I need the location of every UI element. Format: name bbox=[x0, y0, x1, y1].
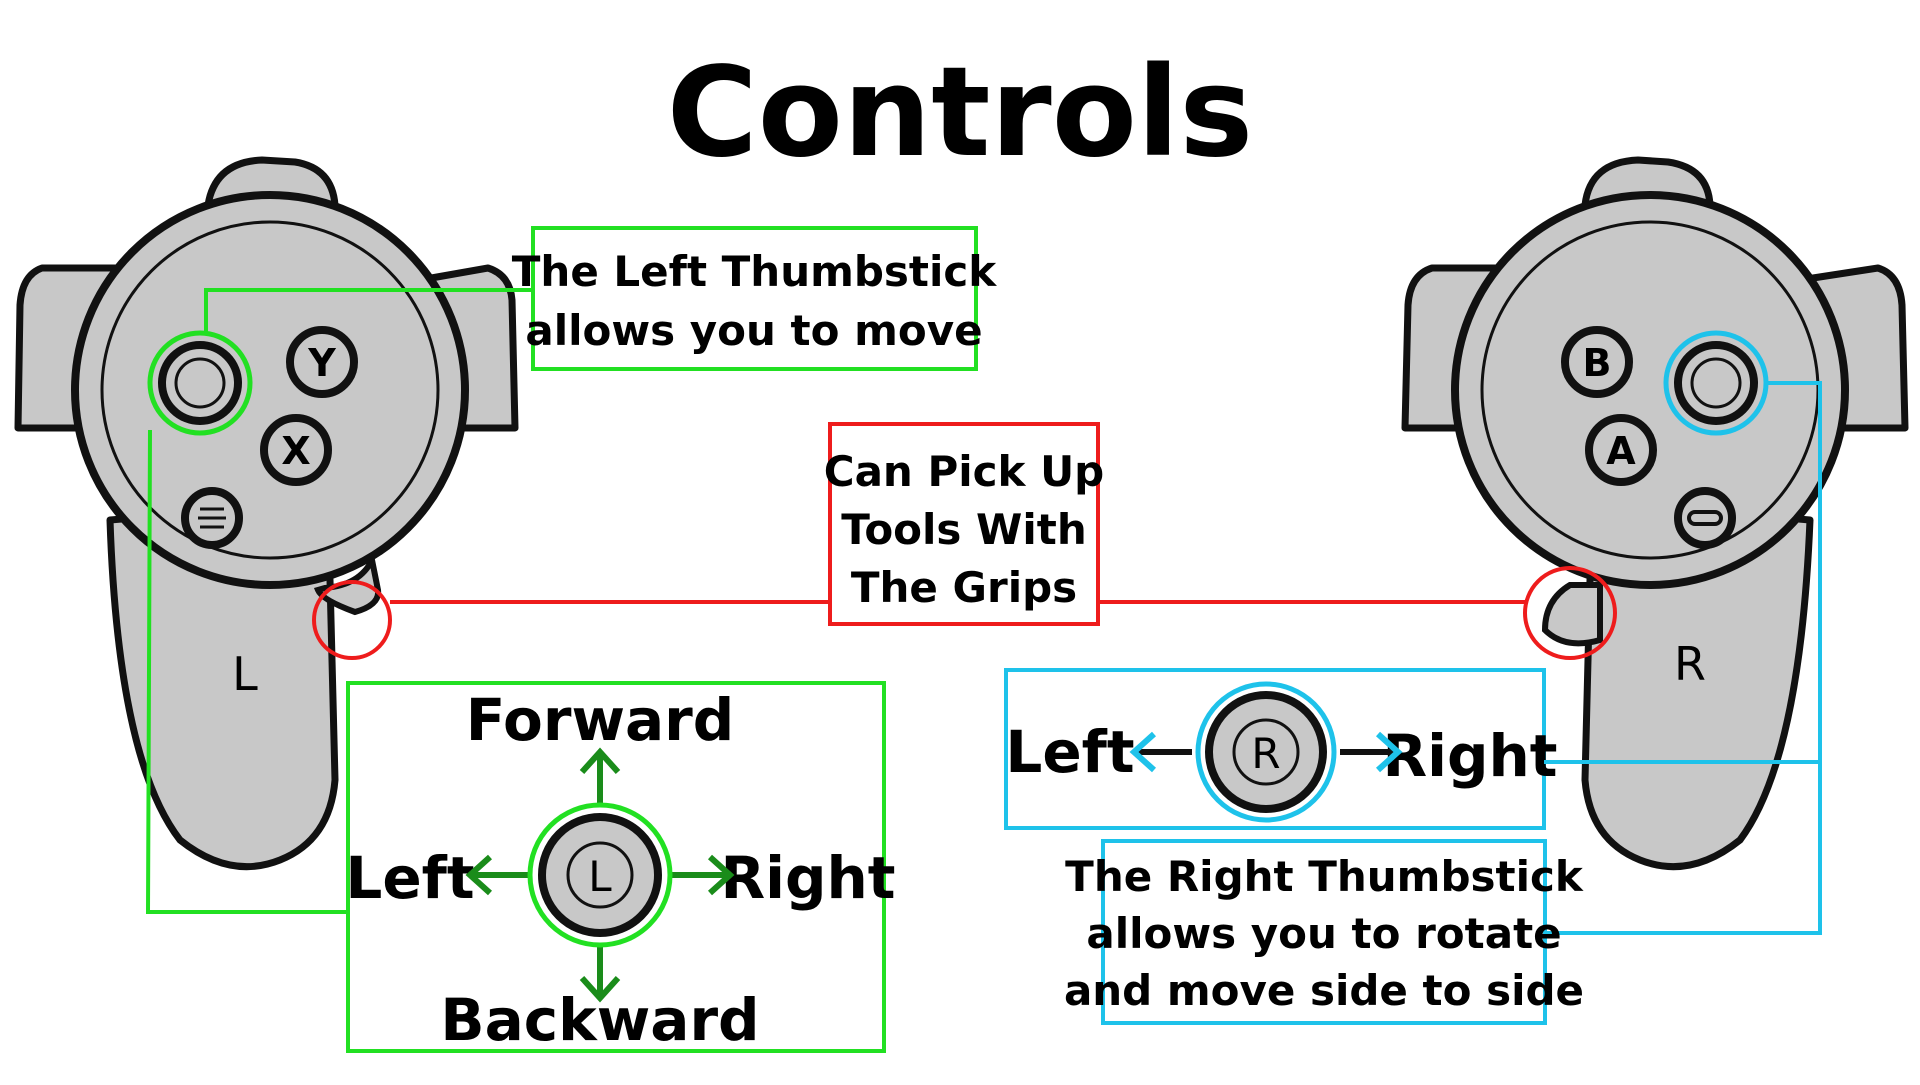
left-stick-diagram-label: L bbox=[588, 852, 612, 901]
x-button[interactable] bbox=[260, 414, 332, 486]
left-thumbstick-callout: The Left Thumbstick allows you to move bbox=[204, 226, 998, 371]
right-controller: R B A bbox=[1401, 156, 1909, 871]
x-button-label: X bbox=[281, 429, 310, 473]
left-grip-highlight bbox=[312, 580, 392, 660]
oculus-icon bbox=[1687, 510, 1723, 526]
forward-arrow-icon bbox=[579, 747, 621, 805]
left-stick-diagram-highlight bbox=[527, 802, 673, 948]
grip-callout-line-3: The Grips bbox=[851, 563, 1077, 612]
left-thumbstick-highlight bbox=[147, 330, 253, 436]
grip-callout-box bbox=[828, 422, 1100, 626]
left-controller-label: L bbox=[232, 647, 258, 701]
page-title: Controls bbox=[667, 41, 1253, 185]
right-thumbstick-callout: The Right Thumbstick allows you to rotat… bbox=[1064, 381, 1822, 1025]
right-stick-diagram-highlight bbox=[1195, 681, 1337, 823]
y-button-label: Y bbox=[307, 341, 336, 385]
right-callout-line-3: and move side to side bbox=[1064, 966, 1584, 1015]
left-directions-panel: Forward Backward Left Right L bbox=[145, 429, 896, 1054]
rotate-right-arrow-icon bbox=[1340, 731, 1403, 773]
grip-callout-line-2: Tools With bbox=[841, 505, 1087, 554]
right-callout-line-2: allows you to rotate bbox=[1086, 909, 1561, 958]
left-arrow-icon bbox=[465, 854, 528, 896]
left-thumbstick-cap bbox=[174, 357, 226, 409]
grip-callout: Can Pick Up Tools With The Grips bbox=[312, 422, 1617, 660]
left-direction-label: Left bbox=[345, 844, 474, 912]
right-stick-diagram-cap bbox=[1232, 718, 1300, 786]
forward-label: Forward bbox=[466, 686, 735, 754]
left-controller: L Y X bbox=[14, 156, 519, 871]
right-directions-panel: Left Right R bbox=[1004, 668, 1558, 830]
left-stick-diagram-cap bbox=[566, 841, 634, 909]
left-callout-connector bbox=[204, 288, 533, 332]
right-callout-connector bbox=[1545, 381, 1822, 935]
right-stick-diagram-label: R bbox=[1251, 729, 1280, 778]
menu-icon bbox=[198, 507, 226, 529]
b-button-label: B bbox=[1583, 341, 1612, 385]
right-arrow-icon bbox=[672, 854, 735, 896]
right-thumbstick[interactable] bbox=[1674, 341, 1758, 425]
a-button[interactable] bbox=[1585, 414, 1657, 486]
right-panel-left-label: Left bbox=[1005, 718, 1134, 786]
left-directions-connector bbox=[145, 429, 348, 914]
rotate-left-arrow-icon bbox=[1129, 731, 1192, 773]
backward-arrow-icon bbox=[579, 945, 621, 1003]
right-stick-diagram bbox=[1205, 691, 1327, 813]
right-callout-line-1: The Right Thumbstick bbox=[1065, 852, 1584, 901]
right-direction-label: Right bbox=[720, 844, 895, 912]
right-thumbstick-cap bbox=[1690, 357, 1742, 409]
left-stick-diagram bbox=[538, 813, 662, 937]
y-button[interactable] bbox=[286, 326, 358, 398]
left-callout-line-2: allows you to move bbox=[525, 306, 982, 355]
oculus-button[interactable] bbox=[1674, 487, 1736, 549]
left-face bbox=[100, 220, 440, 560]
grip-callout-line-1: Can Pick Up bbox=[824, 447, 1105, 496]
right-grip-highlight bbox=[1523, 566, 1617, 660]
right-callout-box bbox=[1101, 839, 1547, 1025]
right-panel-right-label: Right bbox=[1382, 722, 1557, 790]
left-thumbstick[interactable] bbox=[158, 341, 242, 425]
b-button[interactable] bbox=[1561, 326, 1633, 398]
a-button-label: A bbox=[1606, 429, 1636, 473]
left-callout-line-1: The Left Thumbstick bbox=[512, 247, 998, 296]
right-controller-label: R bbox=[1674, 637, 1706, 691]
left-callout-box bbox=[531, 226, 978, 371]
right-grip-button[interactable] bbox=[1541, 582, 1603, 647]
